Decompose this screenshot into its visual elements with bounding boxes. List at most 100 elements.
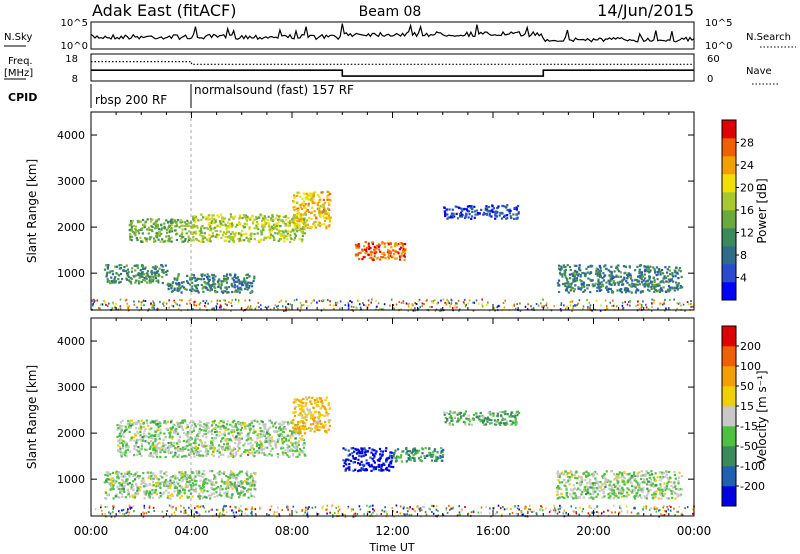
echo-cell — [144, 427, 147, 430]
echo-cell — [242, 225, 245, 228]
echo-cell — [122, 489, 125, 492]
echo-cell — [266, 454, 269, 457]
echo-cell — [246, 470, 249, 473]
echo-cell — [195, 470, 198, 473]
echo-cell — [593, 284, 596, 287]
echo-cell — [414, 453, 417, 456]
echo-cell — [272, 218, 275, 221]
echo-cell — [128, 224, 131, 227]
echo-cell — [192, 429, 195, 432]
echo-cell — [165, 489, 168, 492]
echo-cell — [433, 449, 436, 452]
echo-cell — [372, 459, 375, 463]
echo-cell — [638, 283, 641, 286]
echo-cell — [126, 268, 129, 271]
echo-cell — [189, 278, 192, 281]
echo-cell — [230, 470, 233, 473]
echo-cell — [318, 222, 321, 225]
echo-cell — [149, 445, 152, 448]
noise-cell — [370, 301, 372, 304]
echo-cell — [278, 230, 281, 233]
echo-cell — [677, 277, 680, 280]
echo-cell — [509, 209, 512, 212]
echo-cell — [162, 438, 165, 441]
echo-cell — [129, 425, 132, 428]
echo-cell — [171, 475, 175, 478]
echo-cell — [156, 233, 159, 236]
echo-cell — [309, 400, 312, 403]
echo-cell — [297, 420, 300, 423]
echo-cell — [193, 225, 196, 228]
echo-cell — [171, 284, 174, 288]
echo-cell — [150, 269, 153, 272]
echo-cell — [291, 431, 294, 434]
echo-cell — [467, 418, 470, 421]
echo-cell — [234, 436, 238, 439]
echo-cell — [311, 192, 314, 195]
echo-cell — [240, 235, 243, 239]
echo-cell — [190, 273, 193, 276]
echo-cell — [199, 421, 202, 424]
echo-cell — [192, 449, 196, 452]
echo-cell — [513, 416, 517, 419]
echo-cell — [677, 283, 680, 286]
echo-cell — [109, 488, 112, 491]
beam-label: Beam 08 — [359, 4, 422, 20]
echo-cell — [181, 285, 184, 288]
echo-cell — [655, 290, 659, 293]
echo-cell — [388, 469, 391, 472]
echo-cell — [286, 450, 290, 453]
noise-cell — [650, 309, 653, 312]
echo-cell — [179, 286, 182, 289]
echo-cell — [501, 417, 505, 420]
echo-cell — [453, 416, 456, 419]
echo-cell — [219, 222, 222, 225]
echo-cell — [371, 465, 374, 468]
echo-cell — [259, 427, 262, 430]
echo-cell — [500, 414, 503, 417]
echo-cell — [517, 212, 520, 215]
echo-cell — [378, 465, 381, 469]
colorbar-tick-label: 8 — [740, 249, 747, 262]
echo-cell — [189, 474, 192, 478]
echo-cell — [110, 481, 114, 484]
echo-cell — [138, 274, 141, 277]
echo-cell — [458, 412, 461, 415]
echo-cell — [159, 431, 162, 434]
echo-cell — [286, 447, 290, 450]
echo-cell — [512, 213, 515, 216]
echo-cell — [221, 223, 224, 227]
noise-cell — [576, 304, 578, 307]
echo-cell — [137, 272, 140, 275]
echo-cell — [269, 444, 272, 447]
echo-cell — [195, 287, 199, 290]
echo-cell — [131, 219, 134, 222]
echo-cell — [174, 229, 177, 232]
echo-cell — [653, 280, 656, 284]
echo-cell — [653, 279, 656, 282]
noise-cell — [299, 301, 302, 304]
echo-cell — [266, 218, 269, 222]
echo-cell — [233, 475, 236, 478]
echo-cell — [468, 210, 471, 213]
echo-cell — [280, 233, 283, 236]
echo-cell — [247, 286, 251, 289]
echo-cell — [181, 240, 184, 243]
echo-cell — [174, 448, 177, 451]
echo-cell — [212, 281, 215, 285]
echo-cell — [127, 471, 130, 474]
echo-cell — [186, 224, 189, 227]
echo-cell — [129, 426, 132, 429]
echo-cell — [309, 198, 312, 201]
echo-cell — [206, 478, 209, 481]
echo-cell — [152, 448, 156, 451]
echo-cell — [376, 244, 379, 247]
echo-cell — [249, 218, 252, 221]
echo-cell — [302, 446, 306, 449]
echo-cell — [214, 427, 217, 430]
echo-cell — [300, 203, 303, 206]
echo-cell — [137, 420, 140, 423]
echo-cell — [234, 225, 237, 228]
echo-cell — [134, 495, 137, 498]
echo-cell — [293, 221, 296, 224]
